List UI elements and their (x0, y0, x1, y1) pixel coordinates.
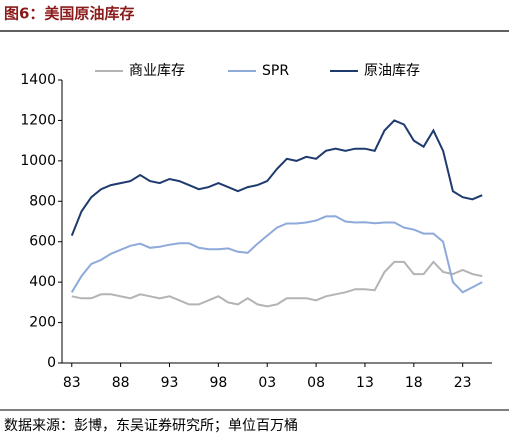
y-tick-label: 800 (29, 193, 56, 209)
y-tick-label: 600 (29, 234, 56, 250)
x-tick-label: 13 (356, 375, 374, 391)
x-tick-label: 03 (258, 375, 276, 391)
x-tick-label: 23 (454, 375, 472, 391)
series-line (70, 119, 483, 236)
x-tick-label: 93 (161, 375, 179, 391)
series-line (70, 215, 483, 294)
chart-title: 图6：美国原油库存 (4, 5, 134, 23)
y-tick-label: 1200 (20, 112, 56, 128)
x-tick-label: 98 (209, 375, 227, 391)
y-tick-label: 200 (29, 315, 56, 331)
legend-label: SPR (262, 63, 289, 79)
y-tick-label: 0 (47, 355, 56, 371)
legend-label: 商业库存 (129, 63, 185, 79)
y-tick-label: 1400 (20, 72, 56, 88)
x-tick-label: 18 (405, 375, 423, 391)
y-tick-label: 400 (29, 274, 56, 290)
series-line (71, 260, 483, 308)
source: 数据来源：彭博，东吴证券研究所；单位百万桶 (4, 417, 298, 434)
x-tick-label: 83 (63, 375, 81, 391)
y-tick-label: 1000 (20, 153, 56, 169)
x-tick-label: 88 (112, 375, 130, 391)
legend-label: 原油库存 (364, 63, 420, 79)
x-tick-label: 08 (307, 375, 325, 391)
